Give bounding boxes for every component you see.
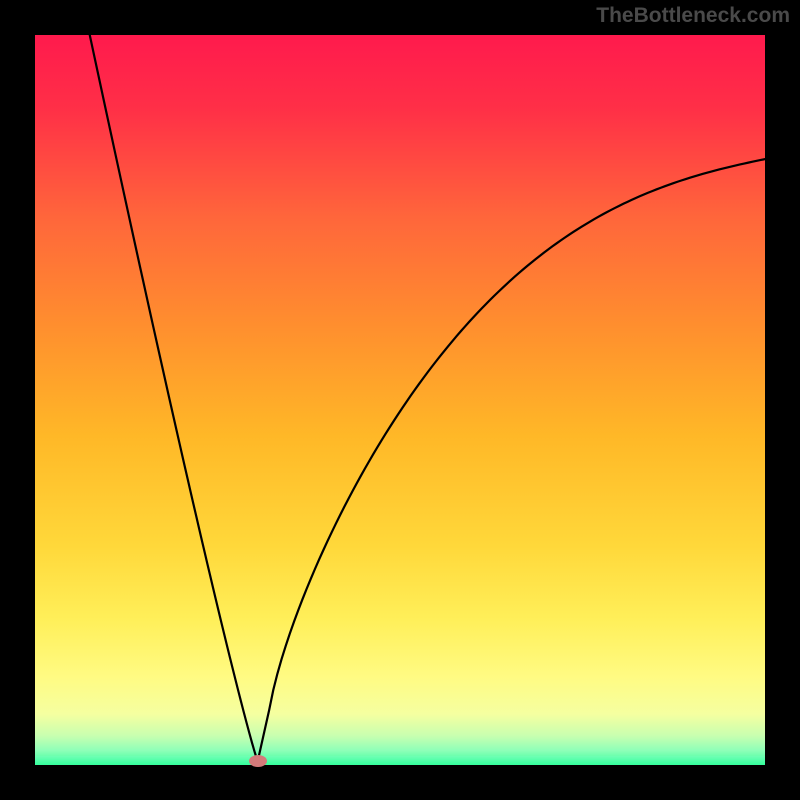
attribution-text: TheBottleneck.com xyxy=(596,4,790,28)
bottleneck-curve xyxy=(90,35,765,761)
minimum-marker xyxy=(249,755,267,767)
curve-svg xyxy=(35,35,765,765)
plot-area xyxy=(35,35,765,765)
